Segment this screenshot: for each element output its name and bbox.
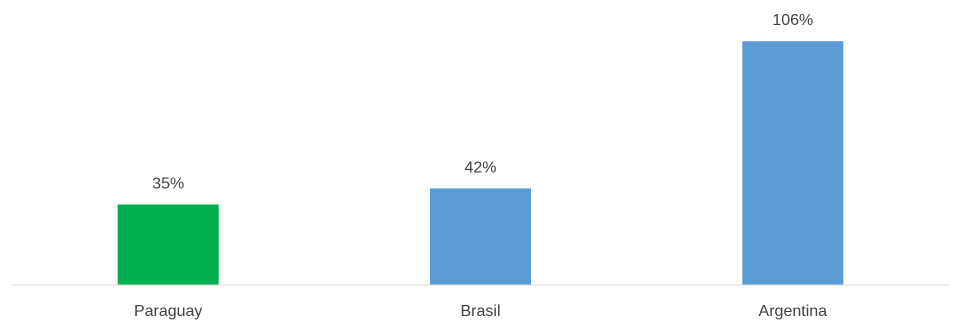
- data-label-brasil: 42%: [464, 159, 496, 176]
- bar-paraguay: [117, 204, 219, 285]
- data-labels-group: 35% 42% 106%: [152, 12, 813, 192]
- bar-argentina: [742, 41, 844, 286]
- category-labels-group: Paraguay Brasil Argentina: [134, 303, 827, 320]
- category-label-brasil: Brasil: [460, 303, 500, 320]
- category-label-paraguay: Paraguay: [134, 303, 203, 320]
- data-label-paraguay: 35%: [152, 176, 184, 193]
- bar-brasil: [430, 188, 531, 285]
- data-label-argentina: 106%: [772, 12, 813, 29]
- bars-group: [117, 41, 844, 286]
- category-label-argentina: Argentina: [759, 303, 828, 320]
